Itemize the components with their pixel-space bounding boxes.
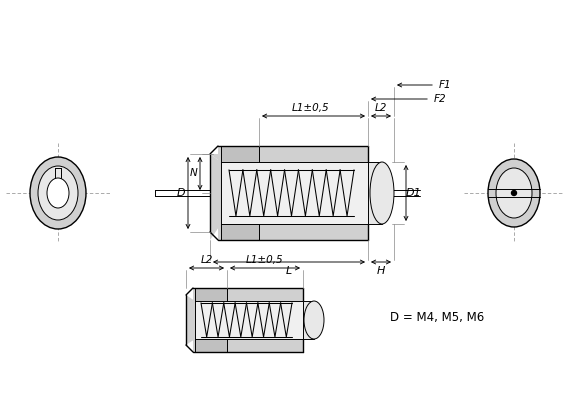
Text: D: D [177,188,185,198]
Text: L2: L2 [200,255,212,265]
Polygon shape [193,339,303,352]
Polygon shape [201,303,292,337]
Polygon shape [221,146,259,162]
Polygon shape [186,295,195,345]
Text: D = M4, M5, M6: D = M4, M5, M6 [390,312,484,324]
Text: L1±0,5: L1±0,5 [246,255,284,265]
Text: L: L [286,266,292,276]
Ellipse shape [496,168,532,218]
Polygon shape [218,146,368,162]
Text: L1±0,5: L1±0,5 [292,103,329,113]
Text: F1: F1 [439,80,452,90]
Polygon shape [193,288,303,301]
Polygon shape [221,224,259,240]
Polygon shape [195,339,227,352]
Polygon shape [303,301,314,339]
Text: N: N [190,168,198,179]
Text: F2: F2 [434,94,446,104]
Polygon shape [218,146,368,162]
Ellipse shape [370,162,394,224]
Polygon shape [218,224,368,240]
Text: L2: L2 [375,103,387,113]
Ellipse shape [488,159,540,227]
Ellipse shape [304,301,324,339]
Polygon shape [195,301,303,339]
Ellipse shape [47,178,69,208]
Polygon shape [210,154,221,240]
Polygon shape [221,162,368,224]
Polygon shape [210,154,221,162]
Polygon shape [195,288,227,301]
Ellipse shape [38,166,78,220]
Ellipse shape [512,191,516,195]
Polygon shape [368,162,382,224]
Text: D1: D1 [406,188,422,198]
Text: H: H [377,266,385,276]
Polygon shape [229,170,354,216]
Ellipse shape [30,157,86,229]
